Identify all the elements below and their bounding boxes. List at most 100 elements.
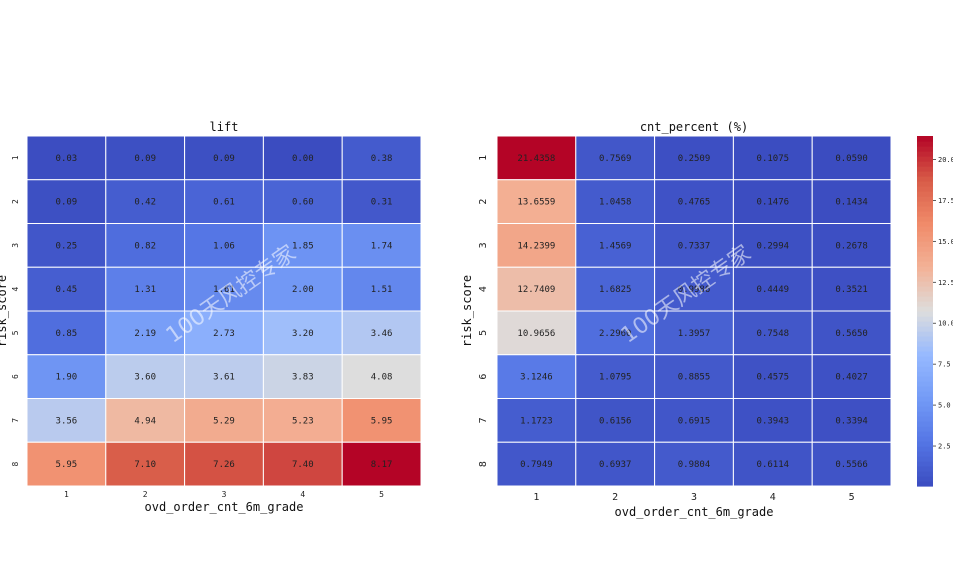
colorbar-segment xyxy=(917,161,933,167)
cell-value-label: 0.4765 xyxy=(678,198,711,208)
colorbar-segment xyxy=(917,326,933,332)
colorbar-segment xyxy=(917,351,933,357)
colorbar-segment xyxy=(917,411,933,417)
heatmap-cell xyxy=(575,266,656,312)
colorbar-segment xyxy=(917,431,933,437)
x-tick-label: 3 xyxy=(691,492,697,503)
cell-value-label: 7.10 xyxy=(134,460,156,470)
cell-value-label: 0.00 xyxy=(292,154,314,164)
y-tick-label: 7 xyxy=(478,417,489,423)
heatmap-cell xyxy=(341,266,422,312)
cell-value-label: 0.31 xyxy=(371,198,393,208)
heatmap-cell xyxy=(184,310,264,356)
cell-value-label: 3.61 xyxy=(213,373,235,383)
cell-value-label: 0.3394 xyxy=(835,416,868,426)
colorbar-segment xyxy=(917,276,933,282)
colorbar-segment xyxy=(917,146,933,152)
colorbar-segment xyxy=(917,366,933,372)
colorbar-segment xyxy=(917,241,933,247)
heatmap-cell xyxy=(496,135,577,181)
heatmap-cell xyxy=(811,310,892,356)
y-axis-label: risk_score xyxy=(460,275,474,347)
colorbar-segment xyxy=(917,311,933,317)
cell-value-label: 0.8855 xyxy=(678,373,711,383)
colorbar-segment xyxy=(917,391,933,397)
colorbar-segment xyxy=(917,181,933,187)
cell-value-label: 0.0590 xyxy=(835,154,868,164)
heatmap-cell xyxy=(26,310,107,356)
x-axis-label: ovd_order_cnt_6m_grade xyxy=(145,500,304,514)
cell-value-label: 0.2678 xyxy=(835,241,868,251)
colorbar-tick-label: 5.0 xyxy=(938,402,951,410)
cell-value-label: 7.40 xyxy=(292,460,314,470)
heatmap-cell xyxy=(341,179,422,224)
cell-value-label: 0.5566 xyxy=(835,460,868,470)
cell-value-label: 3.1246 xyxy=(520,373,553,383)
heatmap-cell xyxy=(654,310,734,356)
colorbar-segment xyxy=(917,371,933,377)
cell-value-label: 2.73 xyxy=(213,329,235,339)
colorbar-segment xyxy=(917,466,933,472)
heatmap-cell xyxy=(732,223,813,268)
colorbar: 2.5 5.0 7.5 10.0 12.5 15.0 17.5 20.0 xyxy=(917,136,953,487)
heatmap-cell xyxy=(575,179,656,224)
colorbar-tick-label: 10.0 xyxy=(938,320,953,328)
colorbar-segment xyxy=(917,251,933,257)
cell-value-label: 0.60 xyxy=(292,198,314,208)
colorbar-segment xyxy=(917,271,933,277)
colorbar-segment xyxy=(917,266,933,272)
heatmap-cell xyxy=(26,441,107,487)
cell-value-label: 1.90 xyxy=(56,373,78,383)
cell-value-label: 1.4569 xyxy=(599,241,632,251)
cell-value-label: 0.09 xyxy=(134,154,156,164)
cell-value-label: 7.26 xyxy=(213,460,235,470)
colorbar-segment xyxy=(917,256,933,262)
heatmap-cell xyxy=(732,441,813,487)
heatmap-cell xyxy=(811,179,892,224)
cell-value-label: 0.03 xyxy=(56,154,78,164)
heatmap-cell xyxy=(654,354,734,399)
chart-title: cnt_percent (%) xyxy=(640,120,748,134)
heatmap-cell xyxy=(105,441,186,487)
heatmap-cell xyxy=(575,398,656,443)
colorbar-segment xyxy=(917,476,933,482)
cell-value-label: 0.6156 xyxy=(599,416,632,426)
y-tick-label: 1 xyxy=(11,155,20,160)
y-tick-label: 7 xyxy=(11,418,20,423)
cell-value-label: 3.83 xyxy=(292,373,314,383)
y-tick-label: 6 xyxy=(11,374,20,379)
y-tick-label: 5 xyxy=(478,330,489,336)
cell-value-label: 1.74 xyxy=(371,241,393,251)
colorbar-segment xyxy=(917,291,933,297)
colorbar-segment xyxy=(917,336,933,342)
colorbar-segment xyxy=(917,171,933,177)
cell-value-label: 0.2994 xyxy=(757,241,790,251)
cell-value-label: 0.1075 xyxy=(757,154,790,164)
colorbar-segment xyxy=(917,196,933,202)
heatmap-cell xyxy=(654,266,734,312)
colorbar-segment xyxy=(917,236,933,242)
cell-value-label: 5.23 xyxy=(292,416,314,426)
cell-value-label: 1.0795 xyxy=(599,373,632,383)
cell-value-label: 0.7569 xyxy=(599,154,632,164)
cell-value-label: 0.42 xyxy=(134,198,156,208)
cell-value-label: 1.3957 xyxy=(678,329,711,339)
x-tick-label: 4 xyxy=(770,492,776,503)
colorbar-segment xyxy=(917,261,933,267)
cell-value-label: 0.4575 xyxy=(757,373,790,383)
cell-value-label: 0.09 xyxy=(213,154,235,164)
cell-value-label: 0.25 xyxy=(56,241,78,251)
cell-value-label: 13.6559 xyxy=(517,198,555,208)
cell-value-label: 1.51 xyxy=(371,285,393,295)
colorbar-segment xyxy=(917,211,933,217)
colorbar-segment xyxy=(917,316,933,322)
heatmap-cell xyxy=(105,135,186,181)
heatmap-cell xyxy=(575,310,656,356)
cell-value-label: 0.6915 xyxy=(678,416,711,426)
colorbar-segment xyxy=(917,361,933,367)
colorbar-segment xyxy=(917,156,933,162)
colorbar-segment xyxy=(917,481,933,487)
colorbar-segment xyxy=(917,286,933,292)
heatmap-cell xyxy=(26,179,107,224)
